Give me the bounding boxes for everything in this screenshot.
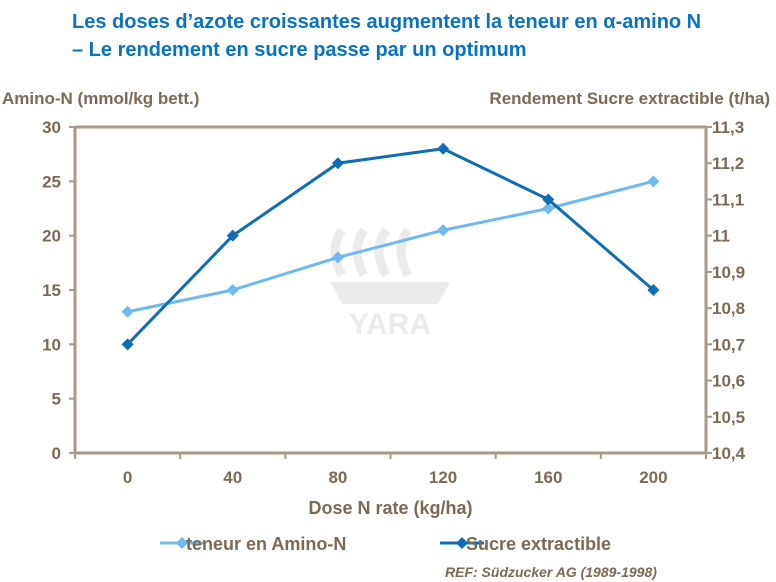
data-point xyxy=(226,229,239,242)
data-point xyxy=(437,142,450,155)
legend-marker xyxy=(456,537,468,549)
right-tick-label: 10,5 xyxy=(712,408,745,427)
x-tick-label: 160 xyxy=(534,468,562,487)
data-point xyxy=(121,338,134,351)
left-tick-label: 20 xyxy=(42,227,61,246)
right-tick-label: 11,1 xyxy=(712,190,744,209)
svg-text:YARA: YARA xyxy=(349,308,431,341)
left-tick-label: 15 xyxy=(42,281,61,300)
data-point xyxy=(121,305,134,318)
reference-note: REF: Südzucker AG (1989-1998) xyxy=(445,564,657,580)
right-axis-label: Rendement Sucre extractible (t/ha) xyxy=(489,89,770,108)
x-axis-label: Dose N rate (kg/ha) xyxy=(308,498,472,518)
right-tick-label: 11,2 xyxy=(712,154,744,173)
series-line-1 xyxy=(126,147,655,346)
left-tick-label: 10 xyxy=(42,335,61,354)
x-tick-label: 120 xyxy=(429,468,457,487)
right-tick-label: 11,3 xyxy=(712,118,744,137)
right-tick-label: 11 xyxy=(712,227,730,246)
data-point xyxy=(331,157,344,170)
legend-label: Sucre extractible xyxy=(466,534,611,554)
right-tick-label: 10,4 xyxy=(712,444,746,463)
left-tick-label: 30 xyxy=(42,118,61,137)
legend-label: teneur en Amino-N xyxy=(186,534,346,554)
series-line-0 xyxy=(127,179,654,314)
x-tick-label: 200 xyxy=(639,468,667,487)
x-tick-label: 40 xyxy=(223,468,242,487)
x-tick-label: 80 xyxy=(328,468,347,487)
left-axis-label: Amino-N (mmol/kg bett.) xyxy=(2,89,200,108)
right-tick-label: 10,7 xyxy=(712,335,745,354)
legend-marker xyxy=(176,537,188,549)
data-point xyxy=(647,284,660,296)
right-tick-label: 10,9 xyxy=(712,263,745,282)
yara-logo: YARA xyxy=(330,227,450,341)
data-point xyxy=(647,175,660,188)
left-tick-label: 25 xyxy=(42,172,61,191)
data-point xyxy=(437,224,450,237)
x-tick-label: 0 xyxy=(123,468,132,487)
data-point xyxy=(542,202,555,215)
chart-title: Les doses d’azote croissantes augmentent… xyxy=(72,11,702,61)
right-tick-label: 10,8 xyxy=(712,299,745,318)
left-tick-label: 0 xyxy=(52,444,61,463)
left-tick-label: 5 xyxy=(52,390,61,409)
data-point xyxy=(542,193,555,206)
data-point xyxy=(331,251,344,264)
right-tick-label: 10,6 xyxy=(712,372,745,391)
data-point xyxy=(226,284,239,296)
